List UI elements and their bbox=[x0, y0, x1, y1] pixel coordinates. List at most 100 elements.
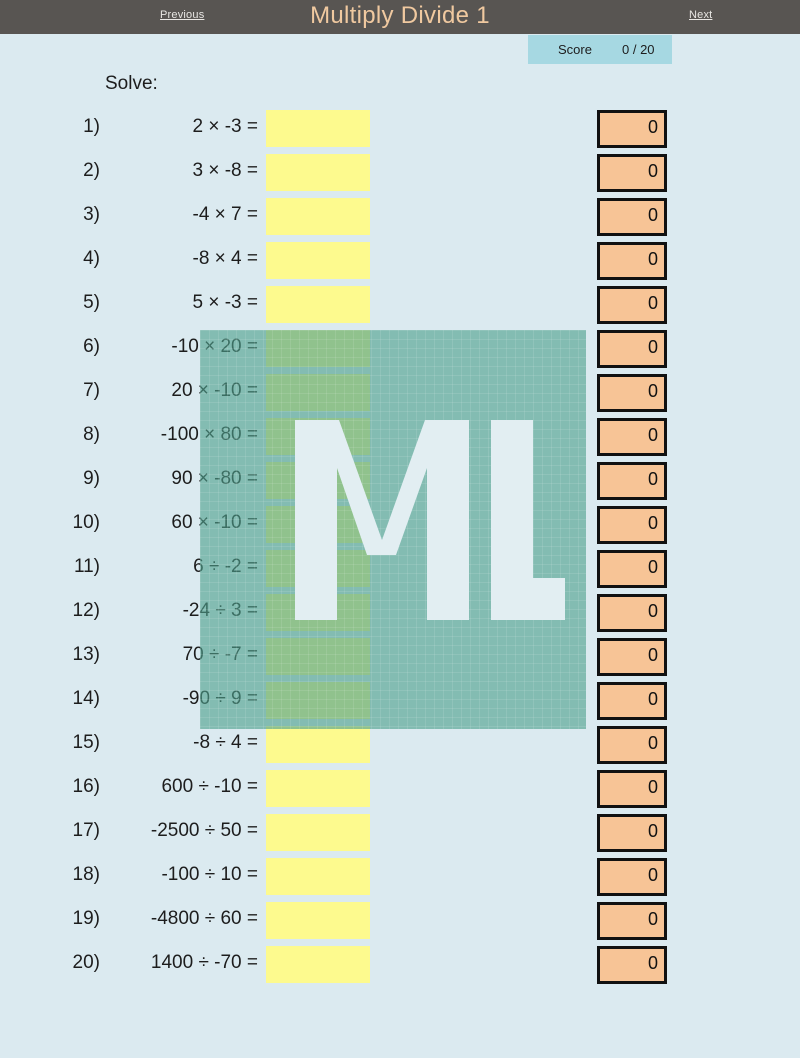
result-value: 0 bbox=[647, 425, 658, 445]
result-box: 0 bbox=[597, 154, 667, 192]
problem-row: 1) 2 × -3 = 0 bbox=[0, 110, 800, 154]
problem-expression: -10 × 20 = bbox=[171, 336, 258, 357]
problem-number: 17) bbox=[72, 820, 100, 841]
score-panel: Score 0 / 20 bbox=[528, 35, 672, 64]
problem-number: 19) bbox=[72, 908, 100, 929]
result-value: 0 bbox=[647, 865, 658, 885]
result-value: 0 bbox=[647, 469, 658, 489]
result-box: 0 bbox=[597, 198, 667, 236]
result-box: 0 bbox=[597, 506, 667, 544]
result-box: 0 bbox=[597, 286, 667, 324]
answer-input[interactable] bbox=[266, 550, 370, 587]
result-value: 0 bbox=[647, 337, 658, 357]
problem-expression: 5 × -3 = bbox=[192, 292, 259, 313]
result-value: 0 bbox=[647, 381, 658, 401]
problem-expression: -100 ÷ 10 = bbox=[161, 864, 258, 885]
result-box: 0 bbox=[597, 550, 667, 588]
problem-expression: 90 × -80 = bbox=[171, 468, 258, 489]
previous-link[interactable]: Previous bbox=[160, 9, 205, 21]
problem-number: 2) bbox=[83, 160, 100, 181]
answer-input[interactable] bbox=[266, 242, 370, 279]
result-box: 0 bbox=[597, 726, 667, 764]
answer-input[interactable] bbox=[266, 286, 370, 323]
answer-input[interactable] bbox=[266, 770, 370, 807]
problem-row: 13) 70 ÷ -7 = 0 bbox=[0, 638, 800, 682]
result-value: 0 bbox=[647, 117, 658, 137]
problem-number: 10) bbox=[72, 512, 100, 533]
problem-row: 12) -24 ÷ 3 = 0 bbox=[0, 594, 800, 638]
problem-list: 1) 2 × -3 = 0 2) 3 × -8 = 0 3) -4 × 7 = 0 4) -8 × … bbox=[0, 110, 800, 990]
next-link[interactable]: Next bbox=[689, 9, 713, 21]
answer-input[interactable] bbox=[266, 594, 370, 631]
answer-input[interactable] bbox=[266, 462, 370, 499]
problem-number: 12) bbox=[72, 600, 100, 621]
problem-number: 16) bbox=[72, 776, 100, 797]
result-box: 0 bbox=[597, 242, 667, 280]
problem-expression: 600 ÷ -10 = bbox=[161, 776, 258, 797]
problem-row: 16) 600 ÷ -10 = 0 bbox=[0, 770, 800, 814]
problem-expression: 6 ÷ -2 = bbox=[193, 556, 258, 577]
problem-row: 15) -8 ÷ 4 = 0 bbox=[0, 726, 800, 770]
problem-expression: 2 × -3 = bbox=[192, 116, 259, 137]
result-value: 0 bbox=[647, 733, 658, 753]
problem-number: 8) bbox=[83, 424, 100, 445]
answer-input[interactable] bbox=[266, 154, 370, 191]
result-box: 0 bbox=[597, 110, 667, 148]
result-value: 0 bbox=[647, 205, 658, 225]
result-box: 0 bbox=[597, 858, 667, 896]
problem-row: 8) -100 × 80 = 0 bbox=[0, 418, 800, 462]
result-box: 0 bbox=[597, 418, 667, 456]
problem-number: 13) bbox=[72, 644, 100, 665]
result-box: 0 bbox=[597, 594, 667, 632]
score-value: 0 / 20 bbox=[622, 42, 655, 57]
problem-row: 4) -8 × 4 = 0 bbox=[0, 242, 800, 286]
problem-number: 15) bbox=[72, 732, 100, 753]
problem-row: 17) -2500 ÷ 50 = 0 bbox=[0, 814, 800, 858]
problem-expression: -90 ÷ 9 = bbox=[182, 688, 258, 709]
result-value: 0 bbox=[647, 953, 658, 973]
result-value: 0 bbox=[647, 249, 658, 269]
problem-row: 11) 6 ÷ -2 = 0 bbox=[0, 550, 800, 594]
problem-expression: -4800 ÷ 60 = bbox=[150, 908, 258, 929]
result-value: 0 bbox=[647, 513, 658, 533]
answer-input[interactable] bbox=[266, 330, 370, 367]
answer-input[interactable] bbox=[266, 946, 370, 983]
result-value: 0 bbox=[647, 601, 658, 621]
result-value: 0 bbox=[647, 293, 658, 313]
problem-row: 10) 60 × -10 = 0 bbox=[0, 506, 800, 550]
result-box: 0 bbox=[597, 374, 667, 412]
problem-number: 11) bbox=[73, 556, 100, 577]
result-value: 0 bbox=[647, 557, 658, 577]
problem-number: 5) bbox=[83, 292, 100, 313]
problem-row: 7) 20 × -10 = 0 bbox=[0, 374, 800, 418]
problem-expression: 3 × -8 = bbox=[192, 160, 259, 181]
answer-input[interactable] bbox=[266, 726, 370, 763]
header-bar: Previous Multiply Divide 1 Next bbox=[0, 0, 800, 34]
result-box: 0 bbox=[597, 638, 667, 676]
result-box: 0 bbox=[597, 330, 667, 368]
result-value: 0 bbox=[647, 777, 658, 797]
problem-number: 9) bbox=[83, 468, 100, 489]
problem-number: 1) bbox=[83, 116, 100, 137]
result-box: 0 bbox=[597, 462, 667, 500]
instruction-label: Solve: bbox=[105, 73, 158, 94]
result-value: 0 bbox=[647, 161, 658, 181]
answer-input[interactable] bbox=[266, 638, 370, 675]
problem-row: 5) 5 × -3 = 0 bbox=[0, 286, 800, 330]
problem-row: 20) 1400 ÷ -70 = 0 bbox=[0, 946, 800, 990]
answer-input[interactable] bbox=[266, 506, 370, 543]
problem-expression: -100 × 80 = bbox=[160, 424, 258, 445]
problem-expression: -2500 ÷ 50 = bbox=[150, 820, 258, 841]
answer-input[interactable] bbox=[266, 198, 370, 235]
problem-expression: -24 ÷ 3 = bbox=[182, 600, 258, 621]
problem-number: 7) bbox=[83, 380, 100, 401]
problem-expression: 20 × -10 = bbox=[171, 380, 258, 401]
answer-input[interactable] bbox=[266, 902, 370, 939]
answer-input[interactable] bbox=[266, 682, 370, 719]
answer-input[interactable] bbox=[266, 858, 370, 895]
result-value: 0 bbox=[647, 645, 658, 665]
answer-input[interactable] bbox=[266, 110, 370, 147]
answer-input[interactable] bbox=[266, 418, 370, 455]
answer-input[interactable] bbox=[266, 374, 370, 411]
answer-input[interactable] bbox=[266, 814, 370, 851]
